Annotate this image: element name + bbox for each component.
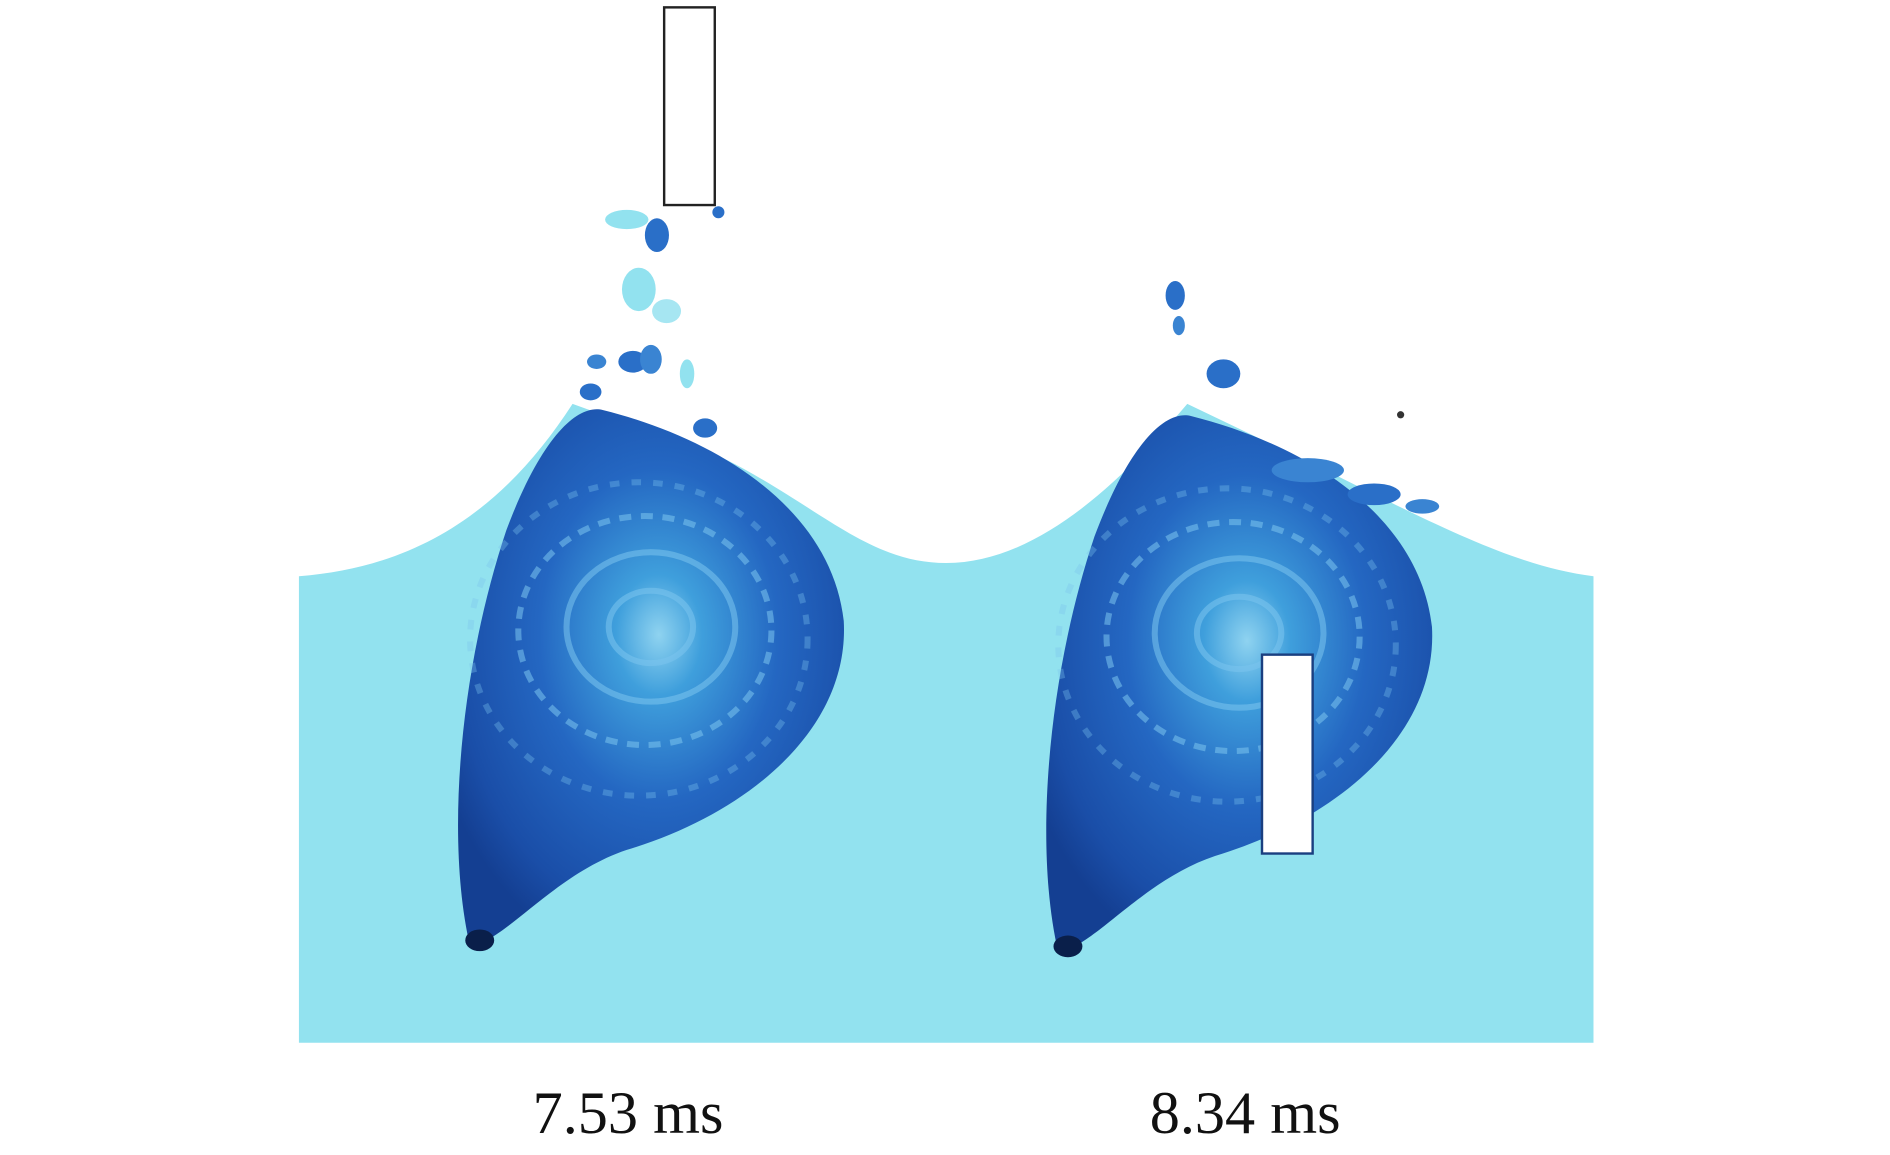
probe-solid [1260, 653, 1314, 855]
spray-right [1165, 280, 1440, 514]
time-label: 7.53 ms [533, 1080, 724, 1147]
probe-outline [662, 6, 716, 207]
time-label: 8.34 ms [1150, 1080, 1341, 1147]
spray-left [579, 206, 725, 438]
